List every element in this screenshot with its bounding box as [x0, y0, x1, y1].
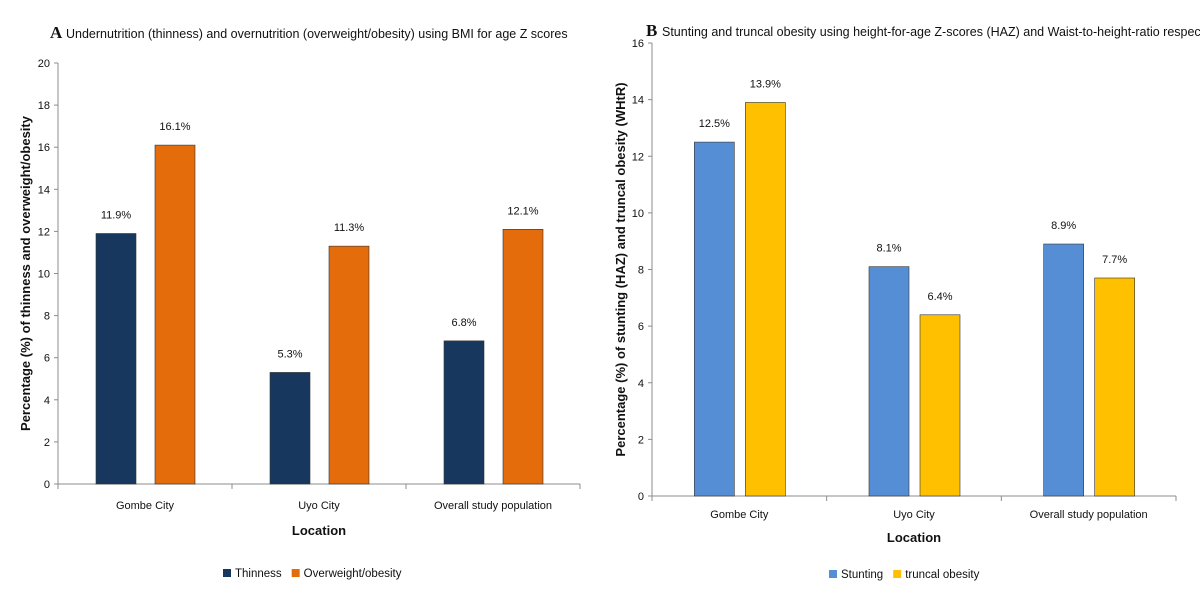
- chart-a-legend-label: Overweight/obesity: [304, 568, 402, 580]
- chart-b-y-tick-label: 6: [638, 321, 644, 333]
- chart-a-x-axis-title: Location: [292, 523, 346, 538]
- chart-b-title: Stunting and truncal obesity using heigh…: [662, 25, 1200, 39]
- chart-a-y-tick-label: 8: [44, 311, 50, 323]
- chart-b-category-label: Overall study population: [1030, 509, 1148, 521]
- chart-b-bar: [1043, 243, 1084, 497]
- chart-a-category-label: Gombe City: [116, 500, 175, 512]
- chart-b-data-label: 8.9%: [1051, 220, 1076, 232]
- chart-a-title: Undernutrition (thinness) and overnutrit…: [66, 27, 568, 41]
- chart-a-y-tick-label: 10: [38, 269, 50, 281]
- chart-b-legend-swatch: [829, 570, 837, 578]
- chart-b-y-tick-label: 12: [632, 151, 644, 163]
- chart-a-y-tick-label: 14: [38, 184, 50, 196]
- chart-b-legend-label: Stunting: [841, 569, 883, 581]
- chart-a-bar: [328, 245, 370, 485]
- chart-b-y-axis-title: Percentage (%) of stunting (HAZ) and tru…: [613, 82, 628, 456]
- chart-a-legend-label: Thinness: [235, 568, 282, 580]
- chart-b-bar: [694, 141, 735, 497]
- chart-b-y-tick-label: 16: [632, 38, 644, 50]
- chart-b-bar: [745, 102, 786, 497]
- chart-a-category-label: Overall study population: [434, 500, 552, 512]
- chart-b-x-axis-title: Location: [887, 530, 941, 545]
- chart-a-data-label: 5.3%: [277, 348, 302, 360]
- chart-a-y-tick-label: 4: [44, 395, 50, 407]
- chart-b-legend-label: truncal obesity: [905, 569, 979, 581]
- chart-a-y-tick-label: 12: [38, 226, 50, 238]
- chart-a-data-label: 11.3%: [334, 222, 365, 234]
- chart-b-data-label: 8.1%: [876, 243, 901, 255]
- chart-a-data-label: 16.1%: [159, 121, 190, 133]
- chart-panel-a: A Undernutrition (thinness) and overnutri…: [18, 23, 581, 580]
- chart-b-category-label: Gombe City: [710, 509, 769, 521]
- chart-b-y-tick-label: 0: [638, 491, 644, 503]
- chart-b-data-label: 6.4%: [927, 291, 952, 303]
- chart-b-data-label: 7.7%: [1102, 254, 1127, 266]
- chart-a-panel-letter: A: [50, 23, 63, 42]
- chart-a-y-tick-label: 20: [38, 58, 50, 70]
- chart-a-bar: [443, 340, 485, 485]
- chart-b-y-tick-label: 10: [632, 208, 644, 220]
- chart-a-svg: A Undernutrition (thinness) and overnutri…: [18, 23, 581, 580]
- chart-a-y-tick-label: 6: [44, 353, 50, 365]
- chart-a-y-tick-label: 18: [38, 100, 50, 112]
- chart-a-bar: [269, 372, 311, 485]
- chart-a-data-label: 12.1%: [507, 205, 538, 217]
- chart-a-legend-swatch: [291, 569, 300, 577]
- chart-a-y-axis-title: Percentage (%) of thinness and overweigh…: [18, 115, 33, 431]
- chart-b-bar: [1094, 277, 1135, 497]
- chart-b-y-tick-label: 14: [632, 95, 644, 107]
- chart-b-bar: [919, 314, 961, 497]
- chart-a-data-label: 6.8%: [451, 317, 476, 329]
- chart-a-bar: [502, 228, 544, 485]
- chart-a-y-tick-label: 2: [44, 437, 50, 449]
- chart-b-y-tick-label: 8: [638, 265, 644, 277]
- chart-panel-b: B Stunting and truncal obesity using heig…: [600, 0, 1200, 604]
- chart-b-y-tick-label: 4: [638, 378, 644, 390]
- chart-a-y-tick-label: 0: [44, 479, 50, 491]
- chart-a-data-label: 11.9%: [101, 210, 132, 222]
- chart-a-bar: [154, 144, 196, 485]
- chart-a-bar: [95, 233, 137, 485]
- chart-b-legend-swatch: [893, 570, 902, 578]
- chart-a-category-label: Uyo City: [298, 500, 340, 512]
- chart-a-legend-swatch: [223, 569, 231, 577]
- chart-b-category-label: Uyo City: [893, 509, 935, 521]
- chart-a-y-tick-label: 16: [38, 142, 50, 154]
- chart-b-svg: B Stunting and truncal obesity using heig…: [613, 21, 1200, 581]
- chart-b-y-tick-label: 2: [638, 434, 644, 446]
- chart-b-data-label: 13.9%: [750, 78, 781, 90]
- chart-b-bar: [868, 266, 910, 497]
- chart-b-panel-letter: B: [646, 21, 657, 40]
- chart-b-data-label: 12.5%: [699, 118, 730, 130]
